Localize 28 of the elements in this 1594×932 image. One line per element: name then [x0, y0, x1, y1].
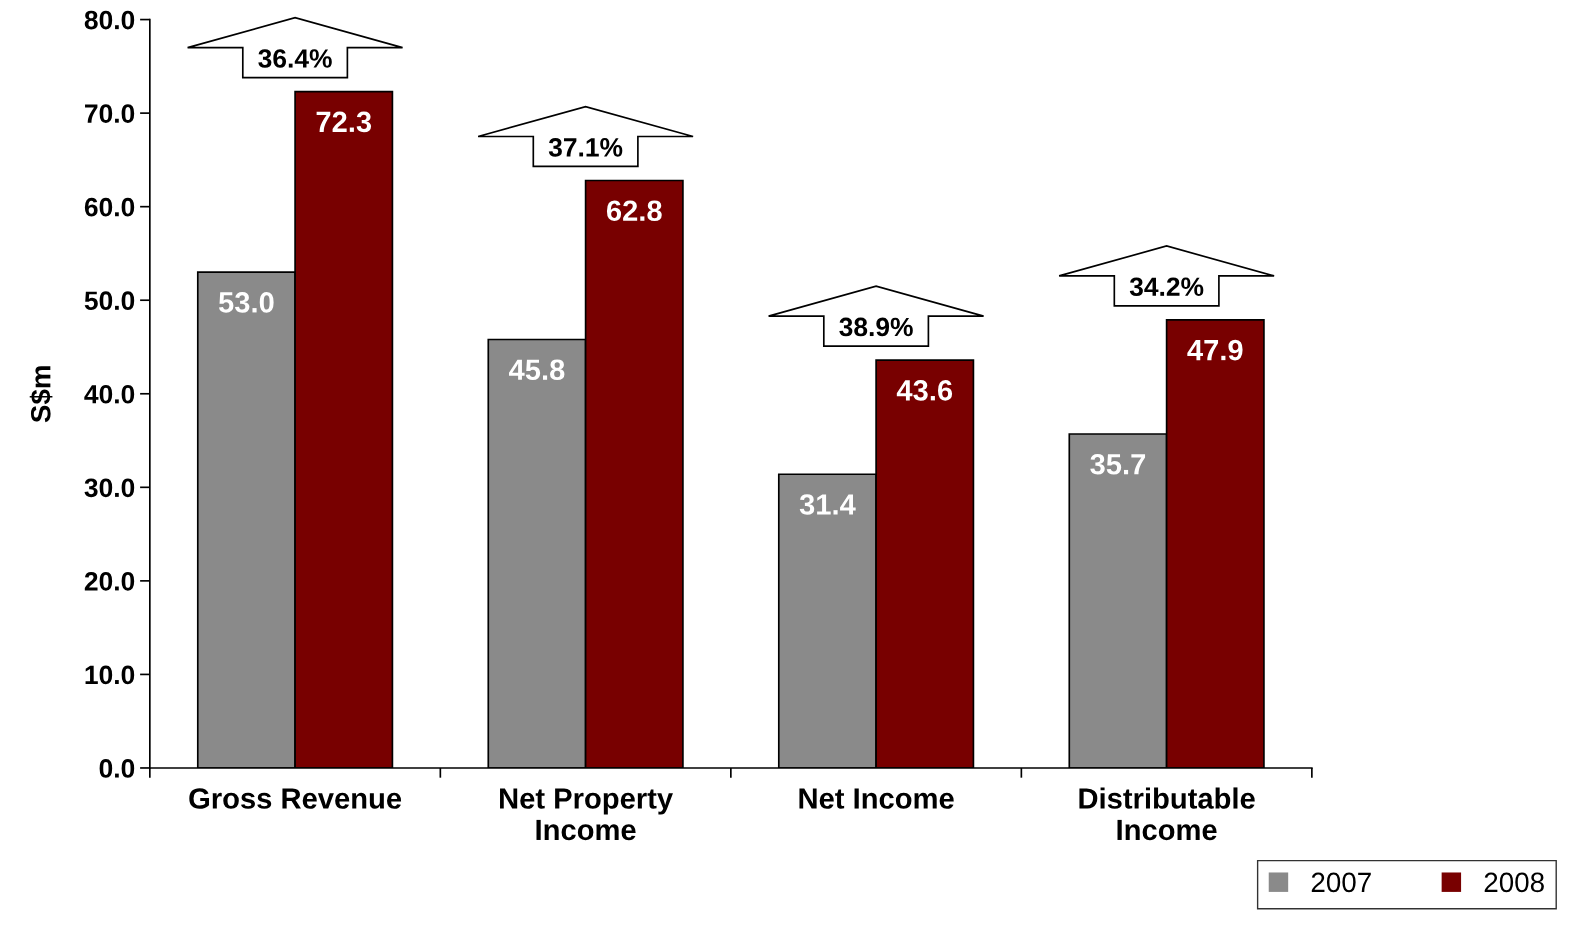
data-label: 35.7	[1090, 453, 1146, 475]
x-tick-label: Distributable Income	[1079, 787, 1255, 841]
y-tick-label: 60.0	[84, 197, 135, 217]
y-tick-label: 70.0	[85, 104, 135, 123]
data-label: 45.8	[509, 359, 565, 381]
y-tick-label: 50.0	[84, 291, 135, 311]
data-label: 62.8	[606, 200, 662, 222]
y-tick-label: 40.0	[84, 384, 135, 404]
x-tick-label: Net Property Income	[500, 788, 673, 841]
y-tick-label: 80.0	[84, 10, 135, 30]
y-axis-title: S$m	[29, 366, 53, 423]
data-label: 31.4	[799, 494, 856, 515]
annotation: 36.4%	[258, 49, 332, 68]
annotation: 34.2%	[1129, 277, 1204, 297]
data-label: 47.9	[1187, 339, 1243, 361]
data-label: 53.0	[218, 292, 274, 313]
data-label: 72.3	[316, 111, 372, 133]
y-tick-label: 10.0	[85, 665, 135, 685]
annotation: 38.9%	[839, 317, 913, 337]
data-label: 43.6	[896, 380, 953, 401]
legend-label: 2008	[1484, 872, 1544, 893]
x-tick-label: Net Income	[799, 788, 954, 809]
y-tick-label: 30.0	[84, 478, 135, 498]
y-tick-label: 0.0	[99, 759, 135, 778]
annotation: 37.1%	[548, 138, 623, 157]
y-tick-label: 20.0	[84, 572, 135, 591]
legend-label: 2007	[1311, 872, 1371, 893]
x-tick-label: Gross Revenue	[189, 788, 402, 809]
